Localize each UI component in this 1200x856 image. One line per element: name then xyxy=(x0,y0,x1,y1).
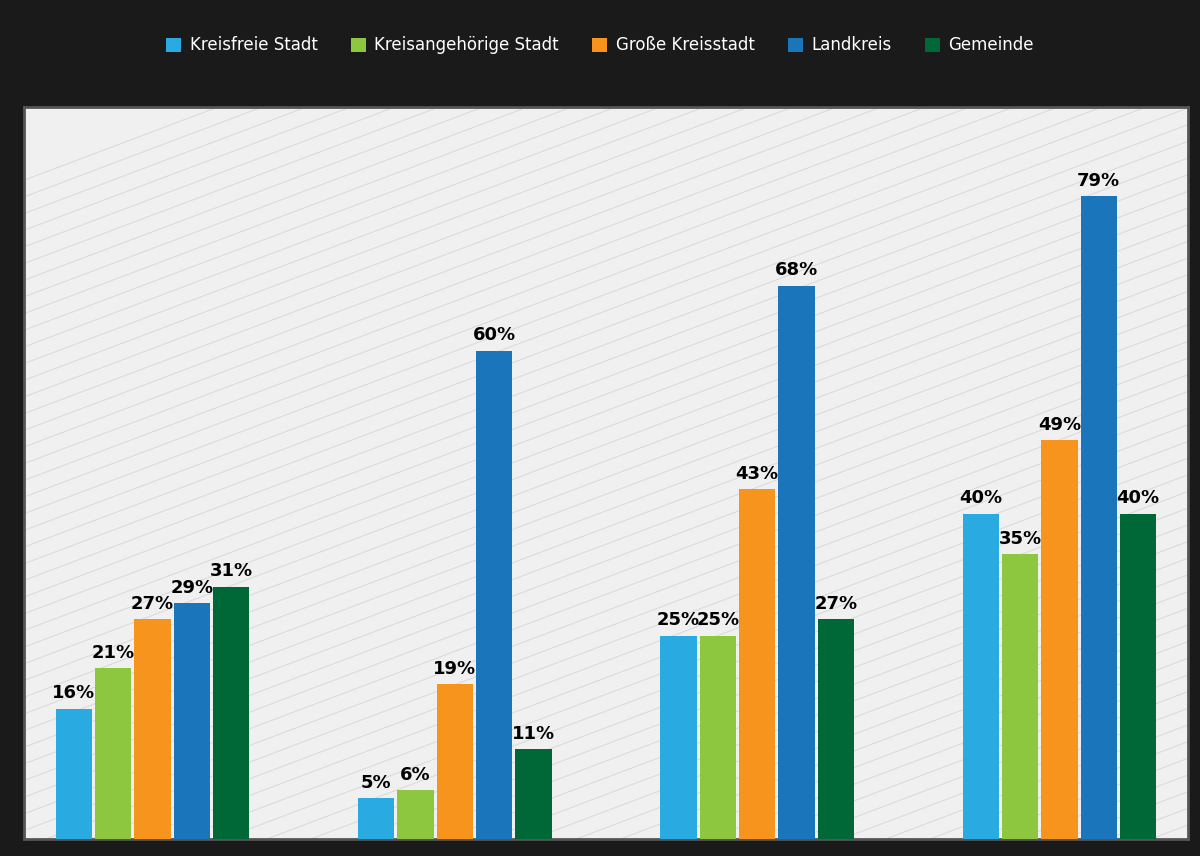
Bar xyxy=(56,709,92,839)
Text: 27%: 27% xyxy=(815,595,857,613)
Bar xyxy=(962,514,998,839)
Text: 68%: 68% xyxy=(775,261,818,279)
Bar xyxy=(214,587,250,839)
Bar xyxy=(358,798,395,839)
Text: 35%: 35% xyxy=(998,530,1042,548)
Legend: Kreisfreie Stadt, Kreisangehörige Stadt, Große Kreisstadt, Landkreis, Gemeinde: Kreisfreie Stadt, Kreisangehörige Stadt,… xyxy=(160,30,1040,61)
Bar xyxy=(1002,555,1038,839)
Text: 43%: 43% xyxy=(736,465,779,483)
Text: 5%: 5% xyxy=(361,774,391,792)
Bar xyxy=(476,351,512,839)
Text: 16%: 16% xyxy=(53,684,96,702)
Text: 29%: 29% xyxy=(170,579,214,597)
Bar xyxy=(134,620,170,839)
Text: 25%: 25% xyxy=(656,611,700,629)
Text: 40%: 40% xyxy=(959,489,1002,507)
Text: 21%: 21% xyxy=(91,644,134,662)
Bar xyxy=(700,635,736,839)
Bar xyxy=(1042,441,1078,839)
Text: 27%: 27% xyxy=(131,595,174,613)
Bar xyxy=(397,790,433,839)
Bar xyxy=(1120,514,1156,839)
Text: 31%: 31% xyxy=(210,562,253,580)
Bar xyxy=(174,603,210,839)
Bar xyxy=(1081,197,1117,839)
Bar xyxy=(817,620,854,839)
Text: 11%: 11% xyxy=(512,725,556,743)
Text: 79%: 79% xyxy=(1078,172,1121,190)
Bar xyxy=(515,750,552,839)
Bar xyxy=(95,668,131,839)
Text: 49%: 49% xyxy=(1038,416,1081,434)
Bar xyxy=(437,685,473,839)
Bar xyxy=(779,286,815,839)
Bar xyxy=(660,635,697,839)
Text: 60%: 60% xyxy=(473,326,516,344)
Bar xyxy=(739,490,775,839)
Text: 6%: 6% xyxy=(401,765,431,783)
Text: 25%: 25% xyxy=(696,611,739,629)
Text: 19%: 19% xyxy=(433,660,476,678)
Text: 40%: 40% xyxy=(1116,489,1159,507)
